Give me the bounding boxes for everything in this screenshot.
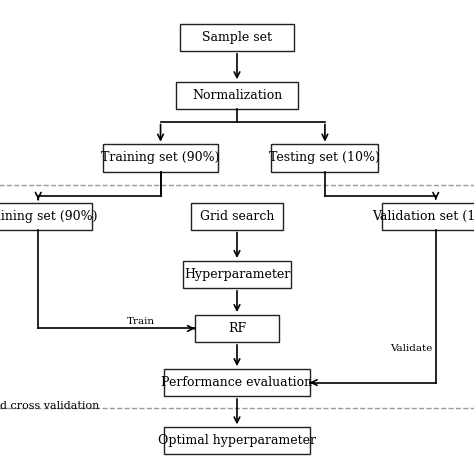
Text: Hyperparameter: Hyperparameter: [184, 268, 290, 281]
FancyBboxPatch shape: [180, 24, 294, 51]
FancyBboxPatch shape: [176, 82, 298, 109]
Text: d cross validation: d cross validation: [0, 401, 100, 411]
FancyBboxPatch shape: [0, 203, 92, 230]
Text: Training set (90%): Training set (90%): [101, 152, 220, 164]
FancyBboxPatch shape: [164, 369, 310, 396]
FancyBboxPatch shape: [103, 145, 218, 172]
Text: Validation set (10%): Validation set (10%): [372, 210, 474, 223]
Text: Optimal hyperparameter: Optimal hyperparameter: [158, 434, 316, 447]
Text: Validate: Validate: [390, 345, 432, 354]
FancyBboxPatch shape: [272, 145, 378, 172]
Text: Training set (90%): Training set (90%): [0, 210, 98, 223]
Text: Grid search: Grid search: [200, 210, 274, 223]
FancyBboxPatch shape: [164, 427, 310, 454]
Text: Testing set (10%): Testing set (10%): [270, 152, 380, 164]
FancyBboxPatch shape: [183, 261, 291, 288]
Text: Sample set: Sample set: [202, 31, 272, 44]
Text: Train: Train: [127, 318, 155, 327]
FancyBboxPatch shape: [191, 203, 283, 230]
Text: RF: RF: [228, 322, 246, 335]
FancyBboxPatch shape: [195, 315, 279, 342]
Text: Performance evaluation: Performance evaluation: [162, 376, 312, 389]
Text: Normalization: Normalization: [192, 89, 282, 102]
FancyBboxPatch shape: [382, 203, 474, 230]
